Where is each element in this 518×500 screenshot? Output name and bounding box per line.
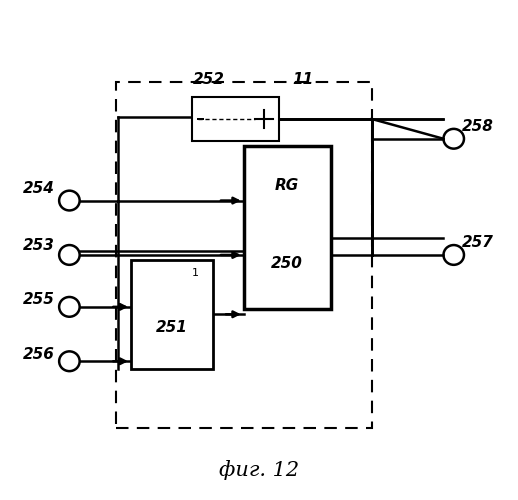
Text: 253: 253 — [23, 238, 55, 252]
Text: RG: RG — [275, 178, 299, 193]
Text: фиг. 12: фиг. 12 — [219, 460, 299, 480]
Text: 257: 257 — [462, 235, 493, 250]
Text: 250: 250 — [271, 256, 303, 271]
Text: 255: 255 — [23, 292, 55, 307]
Text: 252: 252 — [192, 72, 224, 87]
Text: 254: 254 — [23, 180, 55, 196]
Text: 11: 11 — [292, 72, 313, 87]
Text: 1: 1 — [191, 268, 198, 278]
Bar — [243, 146, 330, 310]
Bar — [131, 260, 213, 368]
Bar — [192, 96, 280, 141]
Bar — [116, 82, 372, 428]
Text: 258: 258 — [462, 119, 493, 134]
Text: 256: 256 — [23, 348, 55, 362]
Text: 251: 251 — [156, 320, 188, 335]
